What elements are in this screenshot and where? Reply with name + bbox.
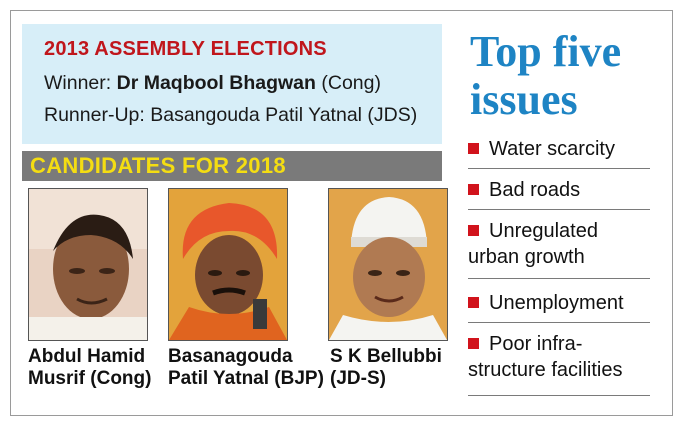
candidate-party-line: Musrif (Cong) — [28, 368, 152, 389]
candidate-photo-2 — [168, 188, 288, 341]
issue-label: Bad roads — [489, 179, 581, 201]
election-title: 2013 ASSEMBLY ELECTIONS — [44, 38, 327, 60]
runnerup-name: Basangouda Patil Yatnal (JDS) — [150, 104, 418, 126]
candidate-photo-3 — [328, 188, 448, 341]
issue-label-continued: structure facilities — [468, 359, 623, 381]
issue-label: Poor infra- — [489, 333, 583, 355]
candidate-name-2: Basanagouda Patil Yatnal (BJP) — [168, 346, 324, 390]
winner-line: Winner: Dr Maqbool Bhagwan (Cong) — [44, 72, 381, 95]
winner-name: Dr Maqbool Bhagwan — [116, 72, 316, 94]
candidate-party-line: Patil Yatnal (BJP) — [168, 368, 324, 389]
bullet-square-icon — [468, 338, 479, 349]
candidate-party-line: (JD-S) — [330, 368, 386, 389]
candidate-name-line: Basanagouda — [168, 346, 293, 367]
issue-label: Unemployment — [489, 292, 624, 314]
issue-item: Bad roads — [468, 177, 650, 210]
issue-item: Poor infra- structure facilities — [468, 331, 650, 396]
candidate-name-1: Abdul Hamid Musrif (Cong) — [28, 346, 151, 390]
issue-label: Unregulated — [489, 220, 598, 242]
election-result-panel — [22, 24, 442, 144]
candidate-name-line: Abdul Hamid — [28, 346, 146, 367]
candidate-name-line: S K Bellubbi — [330, 346, 442, 367]
bullet-square-icon — [468, 297, 479, 308]
winner-label: Winner: — [44, 72, 112, 94]
bullet-square-icon — [468, 184, 479, 195]
issue-item: Unregulated urban growth — [468, 218, 650, 279]
candidates-header-bar: CANDIDATES FOR 2018 — [22, 151, 442, 181]
candidates-header: CANDIDATES FOR 2018 — [30, 153, 286, 178]
issue-label: Water scarcity — [489, 138, 615, 160]
candidate-name-3: S K Bellubbi (JD-S) — [330, 346, 442, 390]
issue-item: Water scarcity — [468, 136, 650, 169]
issues-title-line-2: issues — [470, 75, 578, 124]
winner-party: (Cong) — [321, 72, 381, 94]
issue-label-continued: urban growth — [468, 246, 585, 268]
issues-title-line-1: Top five — [470, 27, 622, 76]
bullet-square-icon — [468, 225, 479, 236]
issue-item: Unemployment — [468, 290, 650, 323]
candidate-photo-1 — [28, 188, 148, 341]
issues-title: Top five issues — [470, 28, 621, 124]
runnerup-line: Runner-Up: Basangouda Patil Yatnal (JDS) — [44, 104, 417, 127]
runnerup-label: Runner-Up: — [44, 104, 145, 126]
bullet-square-icon — [468, 143, 479, 154]
